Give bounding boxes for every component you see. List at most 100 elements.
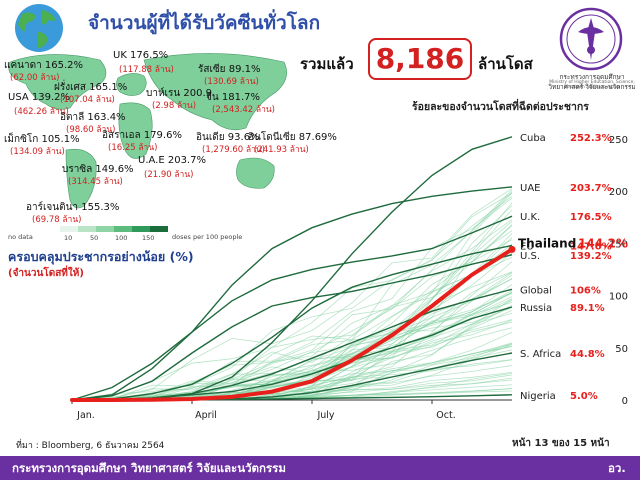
ministry-logo [559, 7, 623, 71]
series-value-label: 147.6% [570, 241, 612, 252]
country-doses: (130.69 ล้าน) [204, 77, 259, 87]
thailand-value: 144.2% [578, 236, 628, 250]
series-name-label: Global [520, 285, 552, 296]
series-value-label: 44.8% [570, 349, 605, 360]
country-doses: (2.98 ล้าน) [152, 101, 197, 111]
series-name-label: Nigeria [520, 391, 556, 402]
country-label: แคนาดา 165.2% [4, 60, 84, 71]
thailand-end-point [508, 245, 516, 253]
background-country-line [71, 188, 513, 401]
map-legend-swatch [150, 226, 168, 232]
map-legend-swatch [132, 226, 150, 232]
world-map-region [116, 73, 147, 96]
thailand-label: Thailand [518, 236, 576, 250]
country-label: จีน 181.7% [206, 92, 261, 103]
country-doses: (134.09 ล้าน) [10, 147, 65, 157]
map-legend-swatch [78, 226, 96, 232]
country-doses: (117.88 ล้าน) [119, 65, 174, 75]
map-legend-tick: 100 [115, 234, 128, 242]
country-label: อินเดีย 93.6% [196, 132, 260, 143]
page-number: หน้า 13 ของ 15 หน้า [512, 438, 610, 449]
series-line [71, 215, 513, 401]
country-label: อิสราเอล 179.6% [102, 130, 182, 141]
y-tick-label: 100 [609, 292, 628, 303]
country-label: ฝรั่งเศส 165.1% [54, 82, 128, 93]
world-map-region [236, 157, 275, 189]
country-label: รัสเซีย 89.1% [198, 64, 261, 75]
background-country-line [71, 253, 513, 401]
world-map-region [118, 102, 153, 159]
series-name-label: Russia [520, 303, 552, 314]
country-label: บราซิล 149.6% [62, 164, 134, 175]
country-label: อินโดนีเซีย 87.69% [248, 132, 337, 143]
y-tick-label: 200 [609, 187, 628, 198]
total-doses-value: 8,186 [368, 38, 472, 80]
country-doses: (16.25 ล้าน) [108, 143, 158, 153]
series-name-label: S. Africa [520, 349, 561, 360]
country-doses: (62.00 ล้าน) [10, 73, 60, 83]
country-doses: (241.93 ล้าน) [254, 145, 309, 155]
map-legend-swatch [60, 226, 78, 232]
country-label: USA 139.2% [8, 92, 71, 103]
series-value-label: 89.1% [570, 303, 605, 314]
footer-bar: กระทรวงการอุดมศึกษา วิทยาศาสตร์ วิจัยและ… [0, 456, 640, 480]
country-label: อาร์เจนตินา 155.3% [26, 202, 120, 213]
y-tick-label: 250 [609, 135, 628, 146]
series-value-label: 106% [570, 285, 601, 296]
x-tick-label: Oct. [436, 410, 455, 421]
thailand-line [70, 247, 514, 402]
country-label: อิตาลี 163.4% [60, 112, 126, 123]
background-country-line [71, 271, 513, 401]
map-legend-caption: doses per 100 people [172, 233, 243, 241]
y-tick-label: 0 [622, 396, 628, 407]
y-tick-label: 150 [609, 239, 628, 250]
map-legend-tick: 10 [64, 234, 73, 242]
series-name-label: U.S. [520, 251, 540, 262]
footer-ministry-short: อว. [608, 461, 626, 475]
country-doses: (21.90 ล้าน) [144, 170, 194, 180]
background-country-line [71, 256, 513, 401]
background-country-line [72, 272, 513, 401]
series-name-label: U.K. [520, 212, 540, 223]
country-label: บาห์เรน 200.9 [146, 88, 212, 99]
coverage-title: ครอบคลุมประชากรอย่างน้อย (%) [8, 249, 194, 264]
total-doses-unit: ล้านโดส [478, 55, 533, 73]
series-value-label: 252.3% [570, 133, 612, 144]
background-country-line [72, 271, 513, 401]
x-tick-label: April [195, 410, 217, 421]
map-legend-tick: 50 [90, 234, 99, 242]
map-legend-nodata: no data [8, 233, 33, 241]
country-label: U.A.E 203.7% [138, 155, 206, 166]
country-doses: (462.26 ล้าน) [14, 107, 69, 117]
series-line [71, 254, 513, 401]
footer-ministry: กระทรวงการอุดมศึกษา วิทยาศาสตร์ วิจัยและ… [12, 461, 286, 475]
chart-subtitle: ร้อยละของจำนวนโดสที่ฉีดต่อประชากร [412, 101, 589, 113]
x-tick-label: Jan. [76, 410, 95, 421]
series-value-label: 203.7% [570, 183, 612, 194]
background-country-line [71, 195, 513, 401]
coverage-subtitle: (จำนวนโดสที่ให้) [8, 268, 84, 279]
ministry-logo-text-en: Ministry of Higher Education, Science, R… [549, 80, 635, 90]
country-doses: (69.78 ล้าน) [32, 215, 82, 225]
series-value-label: 5.0% [570, 391, 598, 402]
country-doses: (1,279.60 ล้าน) [202, 145, 265, 155]
series-value-label: 139.2% [570, 251, 612, 262]
series-value-label: 176.5% [570, 212, 612, 223]
series-name-label: EU [520, 241, 534, 252]
series-line [71, 244, 513, 401]
country-doses: (2,543.42 ล้าน) [212, 105, 275, 115]
page-title: จำนวนผู้ที่ได้รับวัคซีนทั่วโลก [88, 12, 321, 34]
map-legend-swatch [96, 226, 114, 232]
country-doses: (107.04 ล้าน) [60, 95, 115, 105]
world-map-region [65, 148, 97, 209]
series-name-label: Cuba [520, 133, 546, 144]
series-line [71, 186, 513, 401]
source-note: ที่มา : Bloomberg, 6 ธันวาคม 2564 [16, 441, 165, 451]
y-tick-label: 50 [615, 344, 628, 355]
world-map-region [8, 54, 107, 110]
total-prefix: รวมแล้ว [300, 55, 354, 73]
map-legend-tick: 150 [142, 234, 155, 242]
series-name-label: UAE [520, 183, 540, 194]
x-tick-label: July [316, 410, 334, 421]
